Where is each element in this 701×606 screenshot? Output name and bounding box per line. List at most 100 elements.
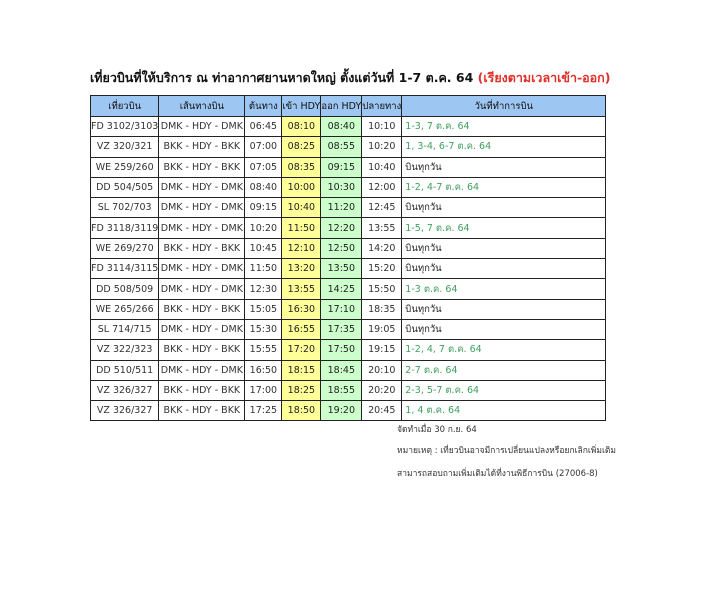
table-row: WE 259/260 BKK - HDY - BKK 07:05 08:35 09:15… [89, 156, 607, 178]
cell-depart-hdy: 13:50 [320, 258, 363, 280]
cell-destination: 13:55 [361, 217, 403, 239]
cell-origin: 10:45 [244, 237, 283, 260]
cell-operating-days: บินทุกวัน [401, 197, 607, 219]
cell-depart-hdy: 18:45 [320, 359, 363, 381]
cell-origin: 12:30 [244, 278, 283, 300]
cell-depart-hdy: 17:10 [320, 298, 363, 320]
cell-operating-days: 2-7 ต.ค. 64 [401, 359, 607, 381]
cell-flight: WE 259/260 [89, 156, 160, 178]
cell-origin: 15:05 [244, 298, 283, 320]
cell-arrive-hdy: 13:20 [281, 258, 322, 280]
cell-flight: VZ 326/327 [89, 400, 160, 422]
cell-destination: 19:05 [361, 318, 403, 341]
cell-route: DMK - HDY - DMK [158, 258, 246, 280]
cell-operating-days: บินทุกวัน [401, 237, 607, 260]
cell-destination: 12:45 [361, 197, 403, 219]
cell-destination: 20:20 [361, 379, 403, 402]
cell-depart-hdy: 09:15 [320, 156, 363, 178]
cell-depart-hdy: 08:40 [320, 115, 363, 138]
contact-note: สามารถสอบถามเพิ่มเติมได้ที่งานพิธีการบิน… [397, 469, 598, 479]
table-row: DD 510/511 DMK - HDY - DMK 16:50 18:15 18:45… [89, 359, 607, 381]
table-row: FD 3102/3103 DMK - HDY - DMK 06:45 08:10 08:… [89, 115, 607, 138]
cell-operating-days: 2-3, 5-7 ต.ค. 64 [401, 379, 607, 402]
table-row: SL 702/703 DMK - HDY - DMK 09:15 10:40 11:20… [89, 197, 607, 219]
cell-arrive-hdy: 08:10 [281, 115, 322, 138]
cell-arrive-hdy: 08:25 [281, 136, 322, 158]
cell-depart-hdy: 14:25 [320, 278, 363, 300]
cell-operating-days: บินทุกวัน [401, 156, 607, 178]
cell-origin: 09:15 [244, 197, 283, 219]
table-row: VZ 326/327 BKK - HDY - BKK 17:00 18:25 18:55… [89, 379, 607, 402]
header-depart-hdy: ออก HDY [320, 95, 363, 117]
cell-operating-days: บินทุกวัน [401, 258, 607, 280]
cell-route: BKK - HDY - BKK [158, 156, 246, 178]
cell-origin: 08:40 [244, 176, 283, 199]
header-destination: ปลายทาง [361, 95, 403, 117]
cell-flight: DD 510/511 [89, 359, 160, 381]
cell-destination: 20:45 [361, 400, 403, 422]
cell-operating-days: 1-3, 7 ต.ค. 64 [401, 115, 607, 138]
cell-arrive-hdy: 08:35 [281, 156, 322, 178]
cell-origin: 15:30 [244, 318, 283, 341]
cell-origin: 11:50 [244, 258, 283, 280]
cell-arrive-hdy: 11:50 [281, 217, 322, 239]
cell-depart-hdy: 12:20 [320, 217, 363, 239]
cell-destination: 19:15 [361, 339, 403, 361]
cell-route: DMK - HDY - DMK [158, 217, 246, 239]
header-route: เส้นทางบิน [158, 95, 246, 117]
table-header-row: เที่ยวบิน เส้นทางบิน ต้นทาง เข้า HDY ออก HDY… [89, 95, 607, 117]
page-title: เที่ยวบินที่ให้บริการ ณ ท่าอากาศยานหาดให… [90, 68, 610, 88]
title-main: เที่ยวบินที่ให้บริการ ณ ท่าอากาศยานหาดให… [90, 70, 474, 85]
prepared-date: จัดทำเมื่อ 30 ก.ย. 64 [397, 425, 477, 435]
cell-route: DMK - HDY - DMK [158, 176, 246, 199]
cell-origin: 15:55 [244, 339, 283, 361]
cell-flight: FD 3114/3115 [89, 258, 160, 280]
cell-operating-days: บินทุกวัน [401, 298, 607, 320]
cell-flight: WE 269/270 [89, 237, 160, 260]
cell-route: BKK - HDY - BKK [158, 136, 246, 158]
cell-arrive-hdy: 18:25 [281, 379, 322, 402]
table-row: DD 504/505 DMK - HDY - DMK 08:40 10:00 10:30… [89, 176, 607, 199]
cell-route: BKK - HDY - BKK [158, 298, 246, 320]
cell-route: BKK - HDY - BKK [158, 400, 246, 422]
cell-depart-hdy: 10:30 [320, 176, 363, 199]
table-row: VZ 326/327 BKK - HDY - BKK 17:25 18:50 19:20… [89, 400, 607, 422]
cell-flight: VZ 320/321 [89, 136, 160, 158]
header-origin: ต้นทาง [244, 95, 283, 117]
cell-operating-days: 1-2, 4, 7 ต.ค. 64 [401, 339, 607, 361]
cell-route: DMK - HDY - DMK [158, 318, 246, 341]
cell-flight: WE 265/266 [89, 298, 160, 320]
table-row: WE 269/270 BKK - HDY - BKK 10:45 12:10 12:50… [89, 237, 607, 260]
cell-flight: SL 714/715 [89, 318, 160, 341]
cell-arrive-hdy: 10:40 [281, 197, 322, 219]
cell-arrive-hdy: 16:55 [281, 318, 322, 341]
cell-flight: DD 508/509 [89, 278, 160, 300]
cell-origin: 17:25 [244, 400, 283, 422]
cell-destination: 20:10 [361, 359, 403, 381]
table-row: WE 265/266 BKK - HDY - BKK 15:05 16:30 17:10… [89, 298, 607, 320]
cell-origin: 17:00 [244, 379, 283, 402]
cell-route: DMK - HDY - DMK [158, 278, 246, 300]
cell-route: BKK - HDY - BKK [158, 339, 246, 361]
cell-destination: 10:20 [361, 136, 403, 158]
title-sort-note: (เรียงตามเวลาเข้า-ออก) [477, 70, 611, 85]
cell-arrive-hdy: 12:10 [281, 237, 322, 260]
header-arrive-hdy: เข้า HDY [281, 95, 322, 117]
cell-flight: FD 3118/3119 [89, 217, 160, 239]
cell-flight: FD 3102/3103 [89, 115, 160, 138]
cell-flight: SL 702/703 [89, 197, 160, 219]
cell-destination: 12:00 [361, 176, 403, 199]
cell-operating-days: 1-3 ต.ค. 64 [401, 278, 607, 300]
cell-origin: 16:50 [244, 359, 283, 381]
table-row: VZ 322/323 BKK - HDY - BKK 15:55 17:20 17:50… [89, 339, 607, 361]
cell-arrive-hdy: 16:30 [281, 298, 322, 320]
cell-flight: VZ 322/323 [89, 339, 160, 361]
cell-depart-hdy: 17:50 [320, 339, 363, 361]
cell-depart-hdy: 18:55 [320, 379, 363, 402]
cell-destination: 18:35 [361, 298, 403, 320]
cell-origin: 06:45 [244, 115, 283, 138]
cell-arrive-hdy: 13:55 [281, 278, 322, 300]
cell-route: DMK - HDY - DMK [158, 115, 246, 138]
cell-operating-days: 1, 4 ต.ค. 64 [401, 400, 607, 422]
table-row: SL 714/715 DMK - HDY - DMK 15:30 16:55 17:35… [89, 318, 607, 341]
